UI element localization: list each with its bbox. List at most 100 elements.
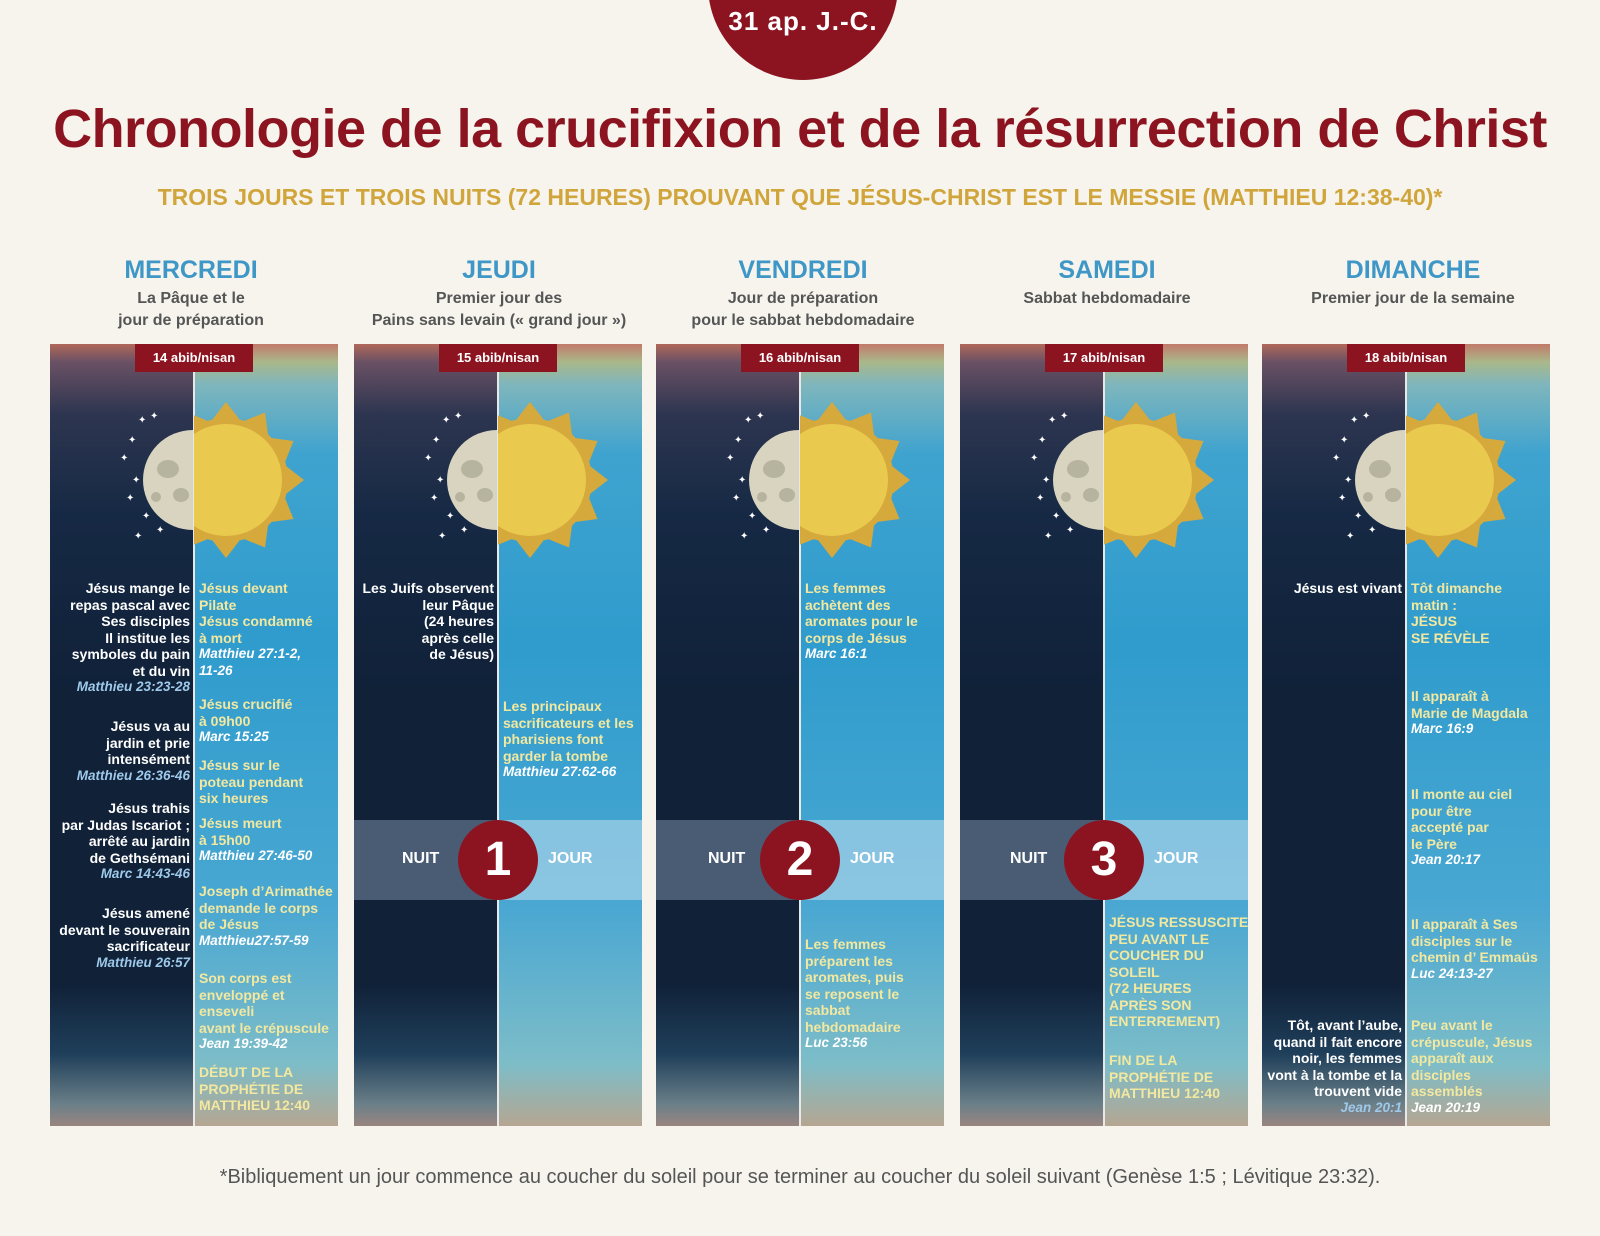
scripture-reference: Matthieu 23:23-28 <box>76 679 190 694</box>
day-name: JEUDI <box>462 256 536 284</box>
event-line: trouvent vide <box>1314 1083 1402 1099</box>
star-icon: ✦ <box>1344 475 1353 486</box>
event-line: (24 heures <box>423 613 494 629</box>
event-line: Les femmes <box>805 580 886 596</box>
column-saturday: ✦ ✦ ✦ ✦ ✦ ✦ ✦ ✦ ✦ 17 abib/nisan <box>960 344 1248 1126</box>
day-count-number: 3 <box>1064 820 1144 900</box>
day-label: JOUR <box>548 850 593 867</box>
sun-icon <box>1104 400 1216 560</box>
star-icon: ✦ <box>454 411 463 422</box>
event-wed-night: Jésus trahis par Judas Iscariot ; arrêté a… <box>52 800 190 883</box>
event-line: ENTERREMENT) <box>1109 1013 1221 1029</box>
event-line: jardin et prie <box>105 734 190 751</box>
event-line: arrêté au jardin <box>88 833 190 849</box>
event-wed-day: Jésus crucifié à 09h00 Marc 15:25 <box>199 696 339 746</box>
event-line: MATTHIEU 12:40 <box>199 1097 310 1113</box>
night-label: NUIT <box>402 850 440 867</box>
event-line: Pilate <box>199 596 237 613</box>
event-line: de Jésus) <box>429 646 494 662</box>
event-line: Son corps est <box>199 970 292 986</box>
star-icon: ✦ <box>726 453 735 464</box>
star-icon: ✦ <box>744 415 753 426</box>
night-day-band-2: NUIT 2 JOUR <box>656 820 944 900</box>
event-line: Peu avant le <box>1411 1017 1493 1033</box>
event-line: Il institue les <box>105 629 190 646</box>
event-line: de Gethsémani <box>89 849 190 866</box>
event-line: Jésus crucifié <box>199 696 293 712</box>
star-icon: ✦ <box>460 525 469 536</box>
divider <box>497 344 499 1126</box>
event-line: PEU AVANT LE <box>1109 930 1210 947</box>
star-icon: ✦ <box>756 411 765 422</box>
star-icon: ✦ <box>120 453 129 464</box>
day-label: JOUR <box>850 850 895 867</box>
event-line: quand il fait encore <box>1273 1033 1402 1050</box>
scripture-reference: Marc 14:43-46 <box>100 866 190 881</box>
date-tag: 15 abib/nisan <box>439 344 557 372</box>
scripture-reference: Matthieu 26:57 <box>96 954 190 970</box>
day-name: MERCREDI <box>124 256 258 284</box>
event-line: par Judas Iscariot ; <box>61 816 190 833</box>
event-sun-night: Tôt, avant l’aube, quand il fait encore no… <box>1264 1017 1402 1116</box>
event-line: achètent des <box>805 596 891 613</box>
event-line: PROPHÉTIE DE <box>199 1080 304 1097</box>
event-sun-night: Jésus est vivant <box>1264 580 1402 597</box>
event-line: COUCHER DU <box>1109 947 1204 963</box>
day-count-number: 2 <box>760 820 840 900</box>
event-line: Jésus amené <box>102 905 190 921</box>
event-line: (72 HEURES <box>1109 980 1192 996</box>
event-line: Il apparaît à Ses <box>1411 916 1518 932</box>
event-line: devant le souverain <box>59 921 190 938</box>
event-sun-day: Tôt dimanche matin : JÉSUS SE RÉVÈLE <box>1411 580 1551 646</box>
day-header-friday: VENDREDI Jour de préparation pour le sab… <box>658 256 948 332</box>
event-sat-day: JÉSUS RESSUSCITE PEU AVANT LE COUCHER DU SO… <box>1109 914 1249 1030</box>
event-wed-day: Jésus devant Pilate Jésus condamné à mort Ma… <box>199 580 339 679</box>
scripture-reference: Marc 15:25 <box>199 729 269 744</box>
year-badge-label: 31 ap. J.-C. <box>728 6 878 36</box>
divider <box>1103 344 1105 1126</box>
divider <box>799 344 801 1126</box>
event-line: SOLEIL <box>1109 963 1160 980</box>
event-line: repas pascal avec <box>70 596 190 613</box>
day-name: VENDREDI <box>738 256 868 284</box>
star-icon: ✦ <box>740 531 749 542</box>
event-line: Jésus mange le <box>85 580 190 596</box>
page-title: Chronologie de la crucifixion et de la r… <box>53 99 1547 159</box>
event-wed-night: Jésus mange le repas pascal avec Ses disci… <box>52 580 190 696</box>
scripture-reference: Jean 20:19 <box>1411 1099 1481 1115</box>
event-line: sacrificateurs et les <box>503 714 634 731</box>
night-day-band-1: NUIT 1 JOUR <box>354 820 642 900</box>
star-icon: ✦ <box>132 475 141 486</box>
event-line: SE RÉVÈLE <box>1411 629 1490 646</box>
scripture-reference: Marc 16:1 <box>805 646 868 661</box>
star-icon: ✦ <box>436 475 445 486</box>
event-line: JÉSUS <box>1411 613 1457 629</box>
event-wed-night: Jésus va au jardin et prie intensément Matt… <box>52 718 190 784</box>
event-line: crépuscule, Jésus <box>1411 1033 1533 1050</box>
day-description: Sabbat hebdomadaire <box>1023 290 1191 307</box>
event-line: noir, les femmes <box>1292 1050 1402 1066</box>
event-line: se reposent le <box>805 985 900 1002</box>
star-icon: ✦ <box>734 435 743 446</box>
star-icon: ✦ <box>150 411 159 422</box>
day-description: Premier jour de la semaine <box>1311 290 1515 307</box>
event-line: poteau pendant <box>199 773 304 790</box>
scripture-reference: Matthieu 27:46-50 <box>199 848 313 863</box>
event-line: sacrificateur <box>106 938 190 954</box>
day-name: SAMEDI <box>1058 256 1156 284</box>
event-line: pour être <box>1411 802 1472 819</box>
event-line: le Père <box>1411 835 1457 852</box>
event-line: Jésus va au <box>110 718 190 734</box>
event-line: et du vin <box>132 662 190 679</box>
column-friday: ✦ ✦ ✦ ✦ ✦ ✦ ✦ ✦ ✦ 16 abib/nisan <box>656 344 944 1126</box>
star-icon: ✦ <box>1042 475 1051 486</box>
star-icon: ✦ <box>1350 415 1359 426</box>
event-line: six heures <box>199 790 269 806</box>
day-label: JOUR <box>1154 850 1199 867</box>
event-wed-night: Jésus amené devant le souverain sacrificat… <box>52 905 190 971</box>
day-header-wednesday: MERCREDI La Pâque et le jour de préparat… <box>46 256 336 332</box>
star-icon: ✦ <box>762 525 771 536</box>
event-line: à mort <box>199 629 242 646</box>
event-sun-day: Il apparaît à Ses disciples sur le chemin … <box>1411 916 1551 982</box>
night-day-band-3: NUIT 3 JOUR <box>960 820 1248 900</box>
